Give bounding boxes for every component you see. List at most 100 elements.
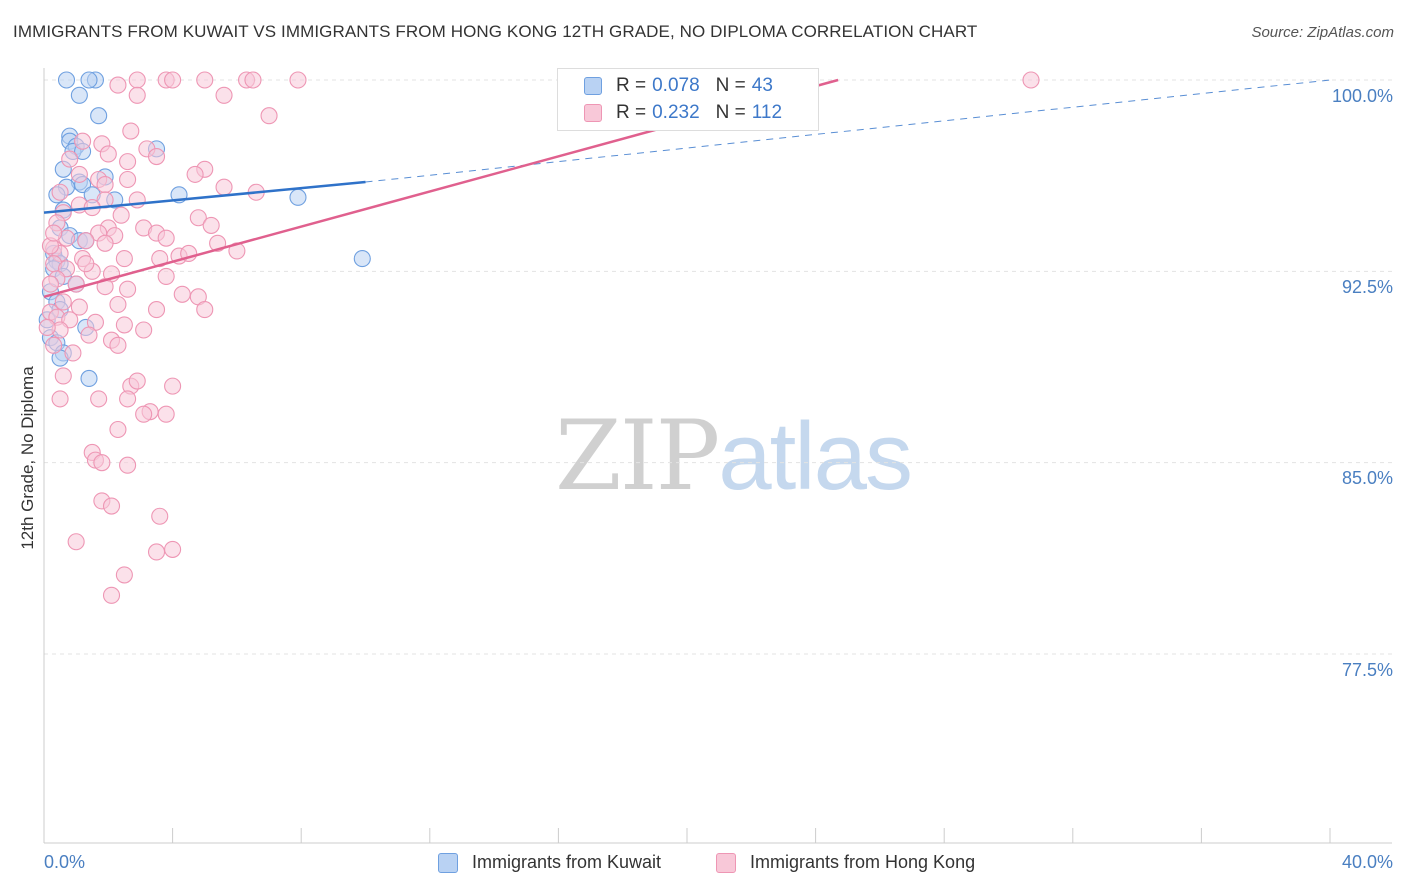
point-hong-kong-76 [80,326,98,344]
trendline-kuwait [43,180,366,214]
point-hong-kong-8 [1022,71,1040,89]
chart-source: Source: ZipAtlas.com [1251,24,1394,41]
point-hong-kong-7 [289,71,307,89]
point-hong-kong-35 [189,209,207,227]
bottom-legend-label-kuwait: Immigrants from Kuwait [472,852,662,872]
point-hong-kong-45 [96,234,114,252]
legend-row-kuwait: R = 0.078 N = 43 [584,74,779,98]
legend-r-value-hong-kong: 0.232 [652,102,700,123]
watermark-zip: ZIP [555,400,720,512]
point-hong-kong-84 [164,377,182,395]
point-hong-kong-21 [186,165,204,183]
y-tick-label-85: 85.0% [1341,468,1393,488]
point-hong-kong-109 [202,216,220,234]
point-hong-kong-80 [109,336,127,354]
point-hong-kong-60 [96,278,114,296]
point-kuwait-40 [80,369,98,388]
point-hong-kong-83 [128,372,146,390]
legend-r-label: R = [616,102,647,123]
point-hong-kong-10 [215,86,233,104]
point-hong-kong-95 [119,456,137,474]
point-hong-kong-91 [109,420,127,439]
point-hong-kong-81 [54,367,72,385]
point-kuwait-3 [70,86,88,104]
point-hong-kong-104 [38,318,56,337]
bottom-legend-hong-kong: Immigrants from Hong Kong [716,852,975,873]
point-hong-kong-68 [196,301,214,319]
point-hong-kong-13 [74,132,92,150]
point-hong-kong-100 [164,540,182,558]
point-hong-kong-26 [215,178,233,196]
point-hong-kong-50 [115,250,133,268]
point-hong-kong-102 [115,566,133,584]
point-hong-kong-90 [157,405,175,423]
bottom-legend-swatch-hong-kong [716,852,736,873]
x-tick-label-max: 40.0% [1341,852,1393,872]
bottom-legend-kuwait: Immigrants from Kuwait [438,852,661,873]
bottom-legend-label-hong-kong: Immigrants from Hong Kong [750,852,976,872]
point-kuwait-41 [353,250,371,268]
point-hong-kong-111 [77,255,95,273]
legend-row-hong-kong: R = 0.232 N = 112 [584,101,788,125]
point-hong-kong-78 [45,336,63,354]
legend-swatch-hong-kong [584,104,602,122]
point-kuwait-2 [80,71,98,89]
point-hong-kong-44 [157,229,175,247]
point-hong-kong-57 [157,267,175,285]
point-hong-kong-61 [119,280,137,298]
point-hong-kong-86 [90,390,108,408]
legend-r-value-kuwait: 0.078 [652,75,700,96]
point-hong-kong-24 [119,170,137,189]
point-hong-kong-17 [119,153,137,171]
point-hong-kong-64 [54,293,72,311]
point-hong-kong-97 [102,497,121,515]
y-tick-label-100: 100.0% [1331,86,1393,106]
point-kuwait-4 [90,107,108,125]
y-tick-label-92-5: 92.5% [1341,277,1393,297]
point-hong-kong-98 [151,507,169,525]
point-hong-kong-27 [51,183,69,201]
point-kuwait-20 [289,188,307,206]
point-hong-kong-85 [51,390,69,408]
legend-swatch-kuwait [584,77,602,95]
point-hong-kong-66 [109,295,127,314]
point-hong-kong-3 [164,71,182,89]
point-hong-kong-65 [70,298,88,316]
point-hong-kong-18 [147,147,166,166]
point-hong-kong-87 [119,390,137,408]
trendline-kuwait-extrapolated [365,79,1331,183]
point-hong-kong-16 [99,145,117,163]
y-tick-label-77-5: 77.5% [1341,660,1393,680]
point-hong-kong-51 [151,250,169,268]
stats-legend: R = 0.078 N = 43 R = 0.232 N = 112 [557,68,819,131]
legend-r-label: R = [616,75,647,96]
point-hong-kong-9 [128,86,146,104]
point-hong-kong-0 [109,76,127,94]
legend-n-value-hong-kong: 112 [751,102,783,123]
point-hong-kong-19 [61,150,79,168]
point-hong-kong-25 [96,176,114,194]
point-hong-kong-74 [135,321,153,339]
point-hong-kong-6 [244,71,262,89]
x-tick-label-min: 0.0% [44,852,86,872]
watermark: ZIPatlas [555,400,913,512]
point-hong-kong-106 [41,275,59,293]
point-hong-kong-79 [64,344,82,362]
point-hong-kong-62 [173,285,191,303]
chart-title: IMMIGRANTS FROM KUWAIT VS IMMIGRANTS FRO… [13,22,978,41]
point-hong-kong-67 [147,301,166,319]
point-kuwait-0 [57,71,76,89]
point-hong-kong-42 [77,232,95,250]
point-hong-kong-73 [115,316,133,334]
legend-n-value-kuwait: 43 [751,75,773,96]
point-hong-kong-89 [135,405,153,423]
point-hong-kong-12 [122,122,140,140]
point-hong-kong-34 [112,206,130,224]
point-hong-kong-22 [70,165,88,183]
point-hong-kong-101 [147,543,166,561]
bottom-legend-swatch-kuwait [438,852,458,873]
watermark-atlas: atlas [718,403,913,510]
point-hong-kong-103 [102,586,121,604]
point-hong-kong-1 [128,71,146,89]
